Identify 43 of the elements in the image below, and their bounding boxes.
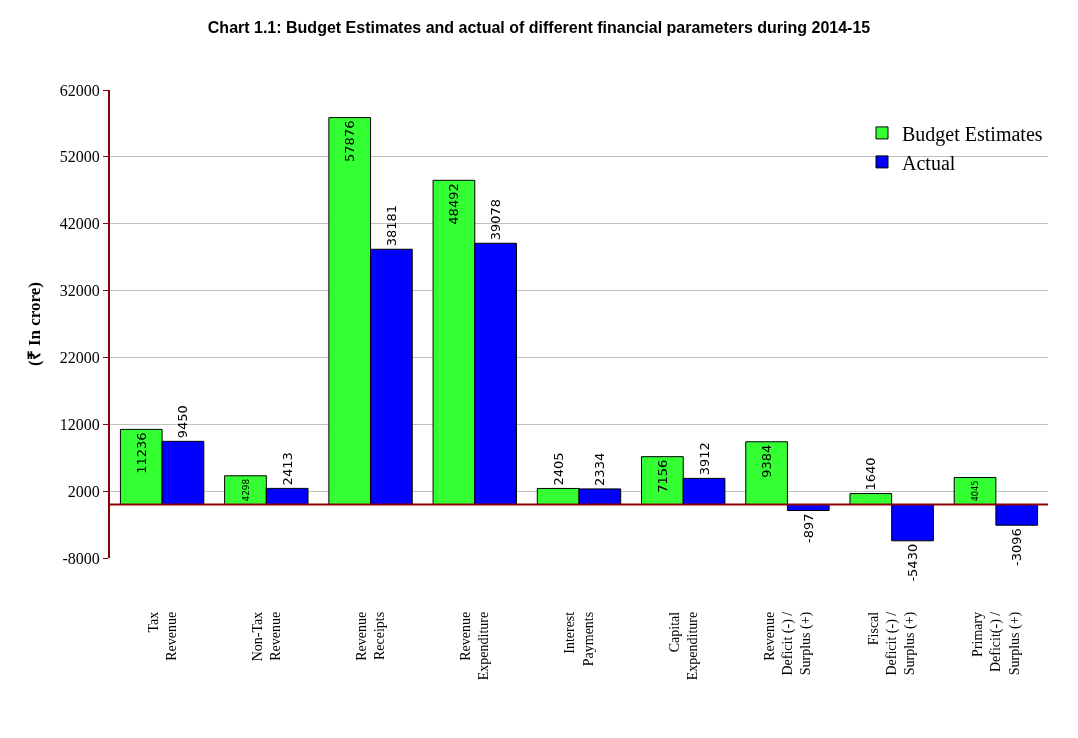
bar [849, 493, 893, 506]
data-label: -3096 [1009, 528, 1025, 566]
data-label: 48492 [446, 183, 462, 225]
data-label: 4298 [240, 478, 251, 502]
bar [891, 504, 934, 542]
y-tick-label: 42000 [59, 215, 100, 233]
y-axis-title: (₹ In crore) [24, 282, 44, 366]
legend-label: Actual [902, 151, 956, 174]
data-label: 7156 [654, 459, 670, 493]
bar [995, 504, 1039, 526]
y-tick-label: 12000 [59, 415, 100, 433]
data-label: 39078 [488, 198, 504, 241]
data-label: 9384 [759, 444, 775, 478]
bar [745, 441, 788, 506]
y-tick-label: 22000 [59, 349, 100, 367]
data-label: 38181 [383, 204, 399, 247]
data-label: 2334 [592, 452, 608, 486]
x-tick-label: Revenue Expenditure [458, 611, 492, 681]
y-tick-label: 52000 [59, 148, 100, 166]
y-tick-label: 2000 [67, 482, 100, 500]
x-tick-label: Tax Revenue [145, 611, 179, 661]
chart-title: Chart 1.1: Budget Estimates and actual of different financial parameters during 2014-15 [207, 19, 871, 37]
x-tick-label: Primary Deficit(-) / Surplus (+) [970, 611, 1023, 676]
x-tick-label: Non-Tax Revenue [249, 611, 283, 662]
data-label: -5430 [905, 543, 921, 582]
data-label: 2413 [279, 452, 295, 486]
x-tick-label: Interest Payments [562, 611, 596, 667]
x-tick-label: Fiscal Deficit (-) / Surplus (+) [866, 611, 919, 676]
data-label: 11236 [133, 432, 149, 474]
y-tick-label: 32000 [59, 282, 100, 300]
x-tick-label: Revenue Deficit (-) / Surplus (+) [761, 611, 815, 676]
data-label: -897 [800, 513, 816, 544]
data-label: 57876 [342, 120, 358, 162]
data-label: 4045 [969, 480, 980, 502]
data-label: 3912 [696, 442, 712, 476]
x-tick-label: Revenue Receipts [354, 611, 388, 661]
y-tick-label: 62000 [59, 81, 100, 99]
data-label: 1640 [863, 457, 879, 491]
x-tick-label: Capital Expenditure [666, 611, 700, 681]
data-label: 9450 [175, 405, 191, 439]
data-label: 2405 [550, 452, 566, 486]
y-tick-label: -8000 [62, 549, 100, 567]
legend-label: Budget Estimates [902, 122, 1043, 146]
